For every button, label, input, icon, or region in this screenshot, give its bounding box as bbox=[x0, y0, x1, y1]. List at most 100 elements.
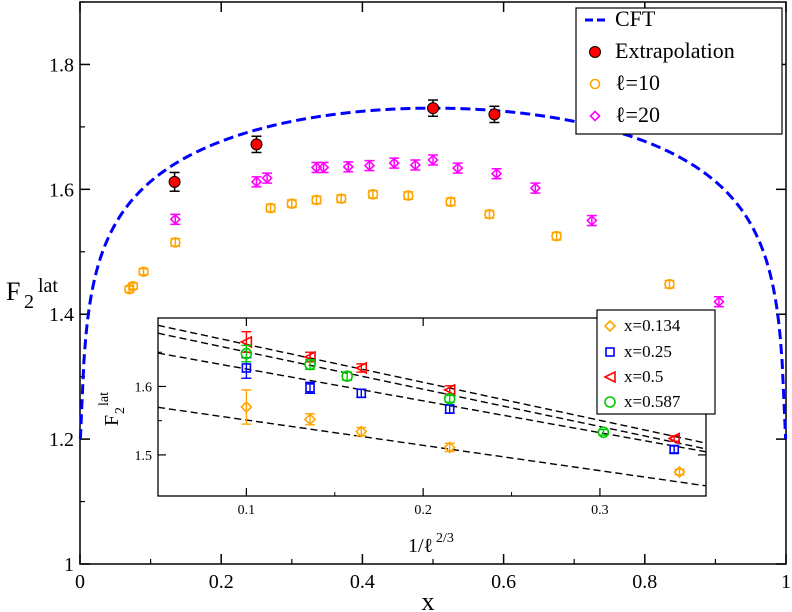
data-point bbox=[445, 196, 456, 208]
data-point bbox=[664, 278, 675, 290]
x-tick-label: 0.4 bbox=[350, 571, 375, 593]
inset-legend-label: x=0.134 bbox=[624, 316, 681, 335]
inset-x-label-sup: 2/3 bbox=[436, 531, 454, 546]
data-point bbox=[317, 161, 330, 174]
inset-y-label-main: F bbox=[101, 415, 123, 426]
inset-legend-box bbox=[596, 309, 716, 415]
data-point bbox=[250, 176, 263, 188]
inset-fit-line bbox=[157, 406, 707, 487]
data-point bbox=[443, 441, 456, 454]
inset-series-3 bbox=[240, 344, 610, 439]
data-point bbox=[335, 193, 347, 204]
data-point bbox=[170, 237, 181, 248]
inset-y-tick-label: 1.6 bbox=[135, 380, 153, 395]
inset-x-tick-label: 0.2 bbox=[414, 503, 432, 518]
data-point bbox=[169, 213, 181, 225]
data-point bbox=[354, 361, 368, 375]
data-point bbox=[442, 383, 456, 397]
data-point bbox=[388, 157, 400, 169]
data-point bbox=[355, 425, 368, 438]
inset-x-tick-label: 0.1 bbox=[238, 503, 256, 518]
legend-box bbox=[575, 7, 783, 135]
data-point bbox=[409, 159, 421, 171]
inset-legend-label: x=0.587 bbox=[624, 392, 681, 411]
legend-swatch bbox=[589, 78, 601, 90]
inset-x-label-main: 1/ℓ bbox=[408, 535, 433, 557]
data-point bbox=[551, 230, 562, 242]
data-point bbox=[667, 432, 680, 445]
legend-label: Extrapolation bbox=[615, 38, 735, 63]
data-point bbox=[304, 358, 316, 371]
data-point bbox=[250, 138, 263, 151]
y-tick-label: 1.6 bbox=[49, 179, 74, 201]
data-point bbox=[341, 370, 353, 382]
data-point bbox=[305, 383, 315, 393]
data-point bbox=[240, 347, 253, 360]
data-point bbox=[713, 296, 725, 308]
data-point bbox=[586, 214, 598, 227]
inset-plot: 0.1 0.2 0.31.51.61/ℓ 2/3F2latx=0.134x=0.25x… bbox=[97, 309, 716, 557]
y-axis-label-main: F bbox=[6, 277, 20, 306]
data-point bbox=[240, 400, 253, 414]
data-point bbox=[529, 182, 542, 194]
inset-series-0 bbox=[240, 389, 686, 479]
data-point bbox=[427, 102, 439, 115]
inset-legend-swatch bbox=[604, 396, 616, 408]
data-point bbox=[241, 363, 252, 373]
inset-legend-swatch bbox=[603, 319, 617, 333]
x-tick-label: 0.2 bbox=[209, 571, 234, 593]
data-point bbox=[402, 190, 414, 201]
x-tick-label: 1 bbox=[781, 571, 791, 593]
data-point bbox=[168, 175, 181, 188]
x-tick-label: 0.6 bbox=[491, 571, 516, 593]
y-axis-label-sup: lat bbox=[38, 275, 58, 297]
x-tick-label: 0.8 bbox=[632, 571, 657, 593]
data-point bbox=[239, 335, 253, 349]
y-tick-label: 1.4 bbox=[49, 304, 74, 326]
data-point bbox=[488, 108, 501, 121]
inset-fit-line bbox=[157, 352, 707, 453]
data-point bbox=[427, 154, 439, 166]
x-tick-label: 0 bbox=[75, 571, 85, 593]
y-tick-label: 1 bbox=[64, 554, 74, 576]
inset-legend-swatch bbox=[603, 370, 616, 384]
inset-legend: x=0.134 x=0.25 x=0.5 x=0.587 bbox=[596, 309, 716, 415]
series-1 bbox=[124, 189, 675, 295]
legend: CFT Extrapolation ℓ=10 ℓ=20 bbox=[575, 6, 783, 135]
data-point bbox=[452, 162, 464, 174]
inset-x-tick-label: 0.3 bbox=[591, 503, 609, 518]
inset-legend-label: x=0.5 bbox=[624, 367, 663, 386]
inset-legend-label: x=0.25 bbox=[624, 342, 672, 361]
legend-label: ℓ=20 bbox=[615, 102, 660, 127]
data-point bbox=[490, 168, 503, 180]
inset-x-axis-label: 1/ℓ 2/3 bbox=[408, 531, 454, 557]
data-point bbox=[443, 392, 456, 405]
data-point bbox=[597, 426, 610, 439]
data-point bbox=[367, 189, 379, 200]
legend-label: ℓ=10 bbox=[615, 70, 660, 95]
series-0 bbox=[168, 99, 501, 192]
inset-series-1 bbox=[241, 357, 680, 455]
data-point bbox=[138, 266, 149, 278]
data-point bbox=[286, 198, 298, 209]
data-point bbox=[444, 404, 455, 414]
legend-swatch bbox=[589, 46, 601, 58]
data-point bbox=[342, 161, 354, 173]
y-tick-label: 1.8 bbox=[49, 54, 74, 76]
data-point bbox=[363, 159, 376, 172]
data-point bbox=[127, 280, 139, 292]
inset-legend-swatch bbox=[605, 347, 615, 357]
legend-swatch bbox=[589, 110, 601, 122]
inset-y-label-sub: 2 bbox=[113, 407, 128, 414]
y-axis-label-sub: 2 bbox=[24, 291, 34, 313]
data-point bbox=[484, 209, 495, 220]
data-point bbox=[356, 388, 367, 399]
x-axis-label: x bbox=[422, 587, 435, 612]
y-tick-label: 1.2 bbox=[49, 429, 74, 451]
legend-label: CFT bbox=[615, 6, 656, 31]
inset-y-label-sup: lat bbox=[97, 392, 112, 406]
data-point bbox=[265, 202, 276, 214]
